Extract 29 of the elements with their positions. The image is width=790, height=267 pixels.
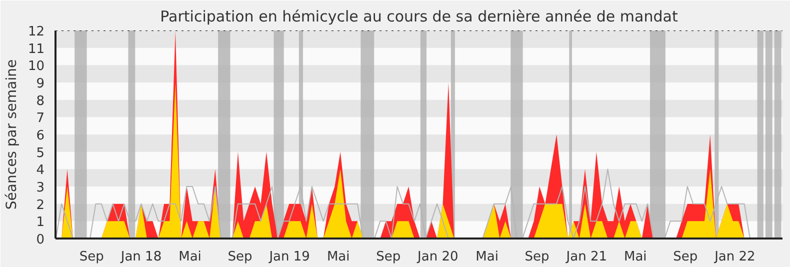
- y-tick-label: 3: [36, 180, 45, 196]
- x-tick-label: Mai: [476, 250, 498, 264]
- y-tick-label: 1: [36, 215, 45, 230]
- y-tick-label: 10: [28, 59, 45, 74]
- y-tick-label: 12: [28, 24, 45, 40]
- y-tick-label: 9: [36, 76, 45, 92]
- x-tick-label: Jan 18: [120, 250, 162, 264]
- x-tick-label: Jan 21: [565, 250, 607, 264]
- x-tick-label: Jan 20: [416, 250, 458, 264]
- x-tick-label: Sep: [673, 250, 698, 264]
- x-tick-label: Jan 19: [268, 250, 310, 264]
- y-tick-label: 7: [36, 111, 45, 126]
- y-tick-label: 11: [28, 42, 45, 57]
- y-tick-label: 5: [36, 146, 45, 161]
- x-tick-label: Mai: [624, 250, 647, 264]
- x-tick-label: Sep: [228, 250, 252, 264]
- y-tick-label: 4: [36, 163, 45, 178]
- y-axis-title: Séances par semaine: [4, 59, 20, 210]
- x-tick-label: Jan 22: [714, 250, 756, 264]
- y-tick-label: 0: [36, 232, 45, 248]
- x-tick-label: Sep: [524, 250, 550, 264]
- y-tick-label: 8: [36, 94, 45, 109]
- chart-title: Participation en hémicycle au cours de sa dernière année de mandat: [160, 8, 678, 26]
- x-tick-label: Mai: [178, 250, 202, 264]
- x-tick-label: Sep: [376, 250, 401, 264]
- y-tick-label: 6: [36, 128, 45, 144]
- y-tick-label: 2: [36, 198, 45, 213]
- x-tick-label: Sep: [79, 250, 104, 264]
- x-tick-label: Mai: [326, 250, 350, 264]
